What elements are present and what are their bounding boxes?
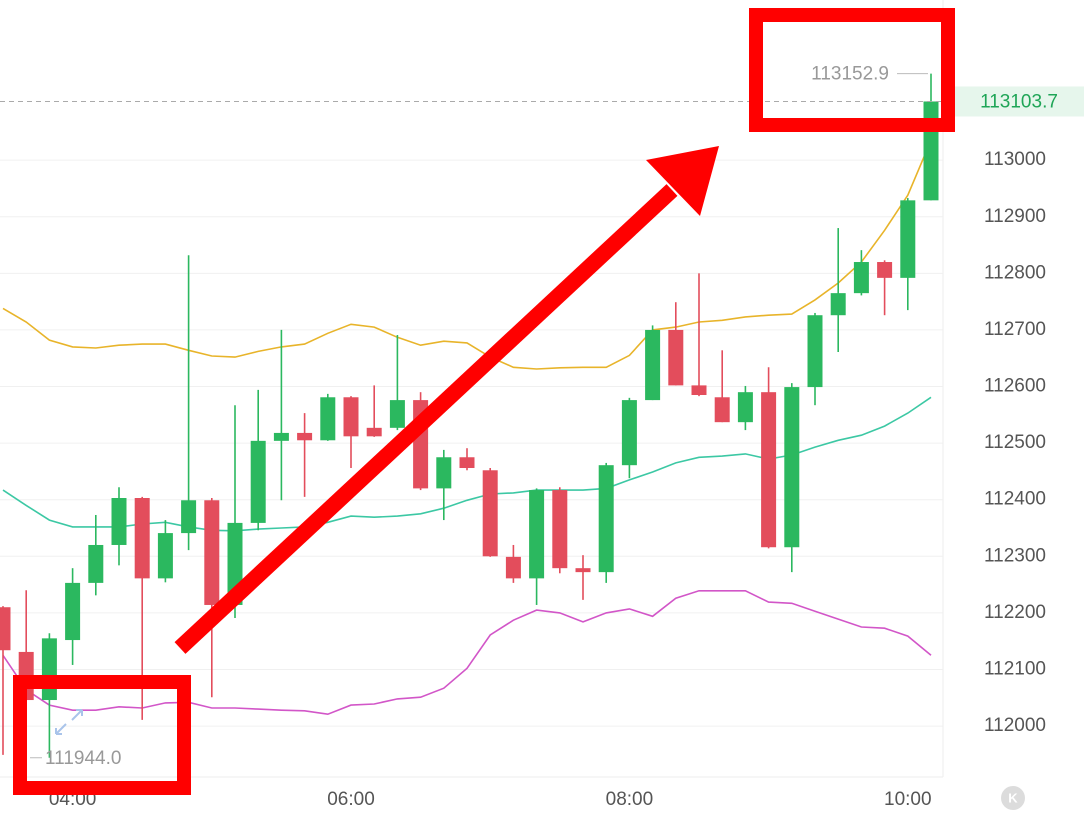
y-tick-label: 112000 [984, 715, 1046, 736]
candle-body [250, 440, 266, 523]
arrow-head [646, 146, 719, 216]
candle-body [389, 400, 405, 428]
candle-body [204, 500, 220, 605]
candle-body [737, 392, 753, 423]
candle-body [877, 262, 893, 278]
y-tick-label: 112500 [984, 432, 1046, 453]
candles [0, 73, 939, 758]
trend-arrow [174, 146, 719, 654]
candle-body [900, 200, 916, 278]
last-price-bg [955, 86, 1084, 117]
candle-body [621, 400, 637, 466]
candle-body [134, 498, 150, 579]
y-tick-label: 112900 [984, 206, 1046, 227]
candle-body [482, 470, 498, 557]
candle-body [343, 397, 359, 437]
candle-body [807, 315, 823, 388]
min-marker-label: 111944.0 [45, 748, 121, 769]
x-tick-label: 10:00 [884, 789, 932, 810]
candle-body [552, 490, 568, 569]
y-tick-label: 112100 [984, 658, 1046, 679]
band-line [2, 396, 932, 532]
candle-body [41, 638, 57, 701]
candle-body [459, 457, 475, 469]
expand-icon [55, 709, 83, 735]
annotation-boxes [13, 8, 955, 795]
highlight-box-high [749, 8, 955, 132]
candle-body [691, 385, 707, 396]
candle-body [111, 498, 127, 545]
candle-body [157, 533, 173, 579]
candle-body [505, 556, 521, 579]
candle-body [366, 427, 382, 437]
candle-body [575, 568, 591, 573]
k-icon [1001, 786, 1025, 810]
candle-body [761, 392, 777, 548]
y-tick-label: 113000 [984, 149, 1046, 170]
y-tick-label: 112400 [984, 489, 1046, 510]
candle-body [853, 262, 869, 294]
candle-body [88, 544, 104, 583]
arrow-shaft [174, 184, 678, 654]
band-line [2, 139, 932, 370]
overlays: 113103.7 113152.9 111944.0 [0, 64, 1084, 769]
y-tick-label: 112200 [984, 602, 1046, 623]
x-tick-label: 06:00 [327, 789, 375, 810]
candle-body [529, 490, 545, 579]
y-tick-label: 112600 [984, 376, 1046, 397]
candle-body [668, 329, 684, 386]
k-icon-text: K [1008, 790, 1018, 805]
y-tick-label: 112300 [984, 545, 1046, 566]
bands [2, 139, 932, 716]
last-price-label: 113103.7 [980, 91, 1058, 112]
candle-body [273, 432, 289, 441]
band-line [2, 590, 932, 716]
candle-body [784, 387, 800, 548]
highlight-box-low [13, 675, 191, 795]
max-marker-label: 113152.9 [811, 64, 889, 85]
x-tick-label: 08:00 [606, 789, 654, 810]
candle-body [598, 465, 614, 573]
candle-body [645, 329, 661, 401]
candle-body [320, 397, 336, 441]
y-tick-label: 112700 [984, 319, 1046, 340]
candle-body [923, 101, 939, 201]
candle-body [0, 607, 11, 651]
y-tick-label: 112800 [984, 262, 1046, 283]
candle-body [436, 457, 452, 489]
candle-body [297, 432, 313, 441]
candle-body [65, 582, 81, 641]
candle-body [830, 293, 846, 316]
candle-body [181, 500, 197, 534]
candle-body [714, 397, 730, 423]
